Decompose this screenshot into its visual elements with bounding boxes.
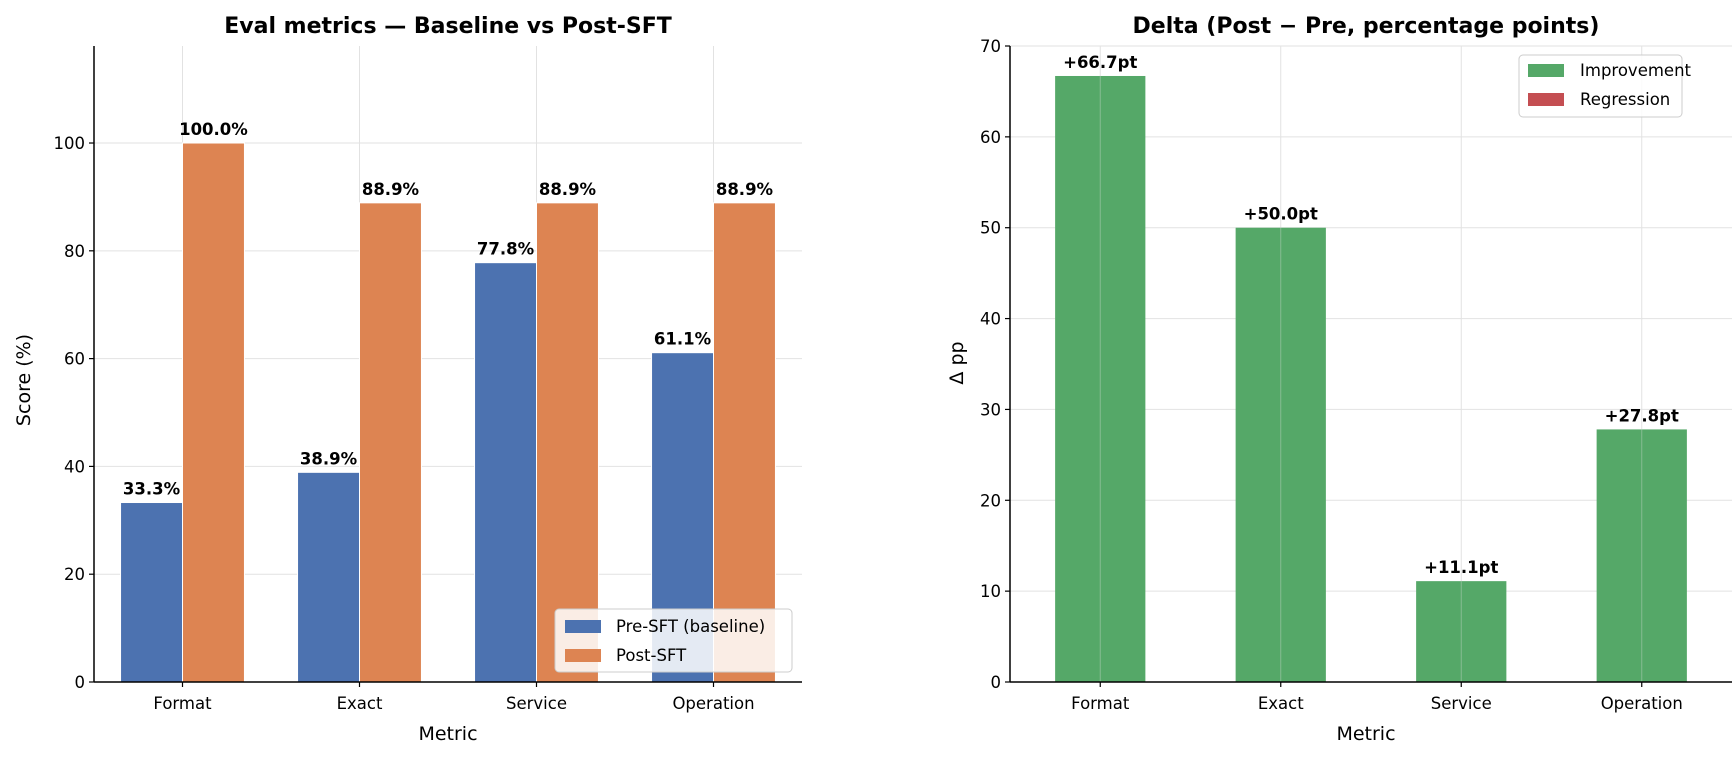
delta-bar	[1596, 429, 1687, 682]
score-bar	[359, 202, 422, 683]
score-xtick-label: Format	[153, 694, 212, 713]
delta-ytick-label: 60	[980, 128, 1001, 147]
delta-ytick-label: 20	[980, 491, 1001, 510]
delta-ytick-label: 30	[980, 400, 1001, 419]
delta-xtick-label: Exact	[1258, 694, 1304, 713]
delta-chart: Delta (Post − Pre, percentage points) Me…	[946, 14, 1732, 745]
delta-legend-label: Regression	[1580, 90, 1670, 109]
score-bar-label: 38.9%	[300, 449, 358, 468]
score-legend-swatch	[565, 620, 601, 633]
score-ytick-label: 40	[64, 457, 85, 476]
delta-bar-label: +11.1pt	[1424, 558, 1498, 577]
score-bar	[120, 502, 184, 683]
score-bar-label: 61.1%	[654, 330, 712, 349]
score-ytick-label: 0	[75, 673, 86, 692]
delta-legend-swatch	[1528, 64, 1564, 77]
score-bar-label: 77.8%	[477, 240, 535, 259]
score-xtick-label: Operation	[672, 694, 754, 713]
delta-xtick-label: Operation	[1601, 694, 1683, 713]
score-chart-title: Eval metrics — Baseline vs Post-SFT	[224, 14, 672, 39]
score-chart-xlabel: Metric	[418, 723, 477, 745]
score-legend-label: Post-SFT	[616, 646, 687, 665]
score-legend-swatch	[565, 649, 601, 662]
delta-legend-swatch	[1528, 93, 1564, 106]
score-legend-label: Pre-SFT (baseline)	[616, 617, 765, 636]
delta-ytick-label: 0	[991, 673, 1002, 692]
delta-bar-label: +50.0pt	[1244, 205, 1318, 224]
score-bar-label: 88.9%	[362, 180, 420, 199]
score-ytick-label: 80	[64, 242, 85, 261]
score-ytick-label: 20	[64, 565, 85, 584]
delta-ytick-label: 50	[980, 219, 1001, 238]
delta-xtick-label: Format	[1071, 694, 1130, 713]
delta-bar-label: +66.7pt	[1063, 53, 1137, 72]
delta-legend: Improvement Regression	[1518, 54, 1692, 118]
delta-chart-title: Delta (Post − Pre, percentage points)	[1133, 14, 1600, 39]
delta-ytick-label: 70	[980, 37, 1001, 56]
delta-chart-ylabel: Δ pp	[946, 341, 968, 384]
delta-bar-label: +27.8pt	[1605, 406, 1679, 425]
score-bar-label: 88.9%	[716, 180, 774, 199]
score-bar-label: 100.0%	[179, 120, 248, 139]
delta-bar	[1416, 581, 1507, 682]
score-bar-label: 33.3%	[123, 480, 181, 499]
score-legend: Pre-SFT (baseline) Post-SFT	[554, 608, 793, 673]
delta-xtick-label: Service	[1431, 694, 1492, 713]
delta-ytick-label: 40	[980, 310, 1001, 329]
delta-bar	[1055, 75, 1146, 683]
score-ytick-label: 100	[54, 134, 86, 153]
score-bar-label: 88.9%	[539, 180, 597, 199]
delta-ytick-label: 10	[980, 582, 1001, 601]
score-chart-ylabel: Score (%)	[13, 334, 35, 426]
score-bar	[536, 202, 599, 683]
score-xtick-label: Exact	[337, 694, 383, 713]
delta-legend-label: Improvement	[1580, 61, 1692, 80]
score-bar	[297, 471, 360, 683]
delta-chart-xlabel: Metric	[1336, 723, 1395, 745]
score-chart: Eval metrics — Baseline vs Post-SFT Metr…	[13, 14, 802, 745]
score-ytick-label: 60	[64, 350, 85, 369]
score-bar	[474, 262, 537, 683]
score-legend-frame	[554, 608, 793, 673]
score-xtick-label: Service	[506, 694, 567, 713]
delta-bar	[1235, 227, 1326, 682]
score-bar	[182, 142, 245, 683]
